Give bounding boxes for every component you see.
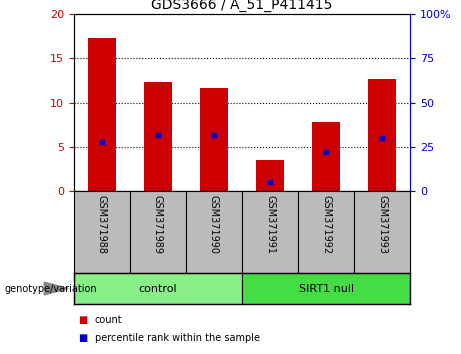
Bar [88,38,116,191]
Text: GSM371991: GSM371991 [265,195,275,254]
Bar [74,273,242,304]
Text: count: count [95,315,122,325]
Text: GSM371990: GSM371990 [209,195,219,254]
Text: percentile rank within the sample: percentile rank within the sample [95,333,260,343]
Text: ■: ■ [78,315,88,325]
Text: GSM371993: GSM371993 [377,195,387,254]
Text: ■: ■ [78,333,88,343]
Bar [144,82,172,191]
Text: GSM371992: GSM371992 [321,195,331,255]
Text: SIRT1 null: SIRT1 null [299,284,354,293]
Text: control: control [139,284,177,293]
Title: GDS3666 / A_51_P411415: GDS3666 / A_51_P411415 [151,0,333,12]
Polygon shape [44,282,68,295]
Bar [256,160,284,191]
Text: GSM371989: GSM371989 [153,195,163,254]
Bar [368,79,396,191]
Text: GSM371988: GSM371988 [97,195,107,254]
Bar [200,88,228,191]
Text: genotype/variation: genotype/variation [5,284,97,293]
Bar [242,273,410,304]
Bar [312,122,340,191]
